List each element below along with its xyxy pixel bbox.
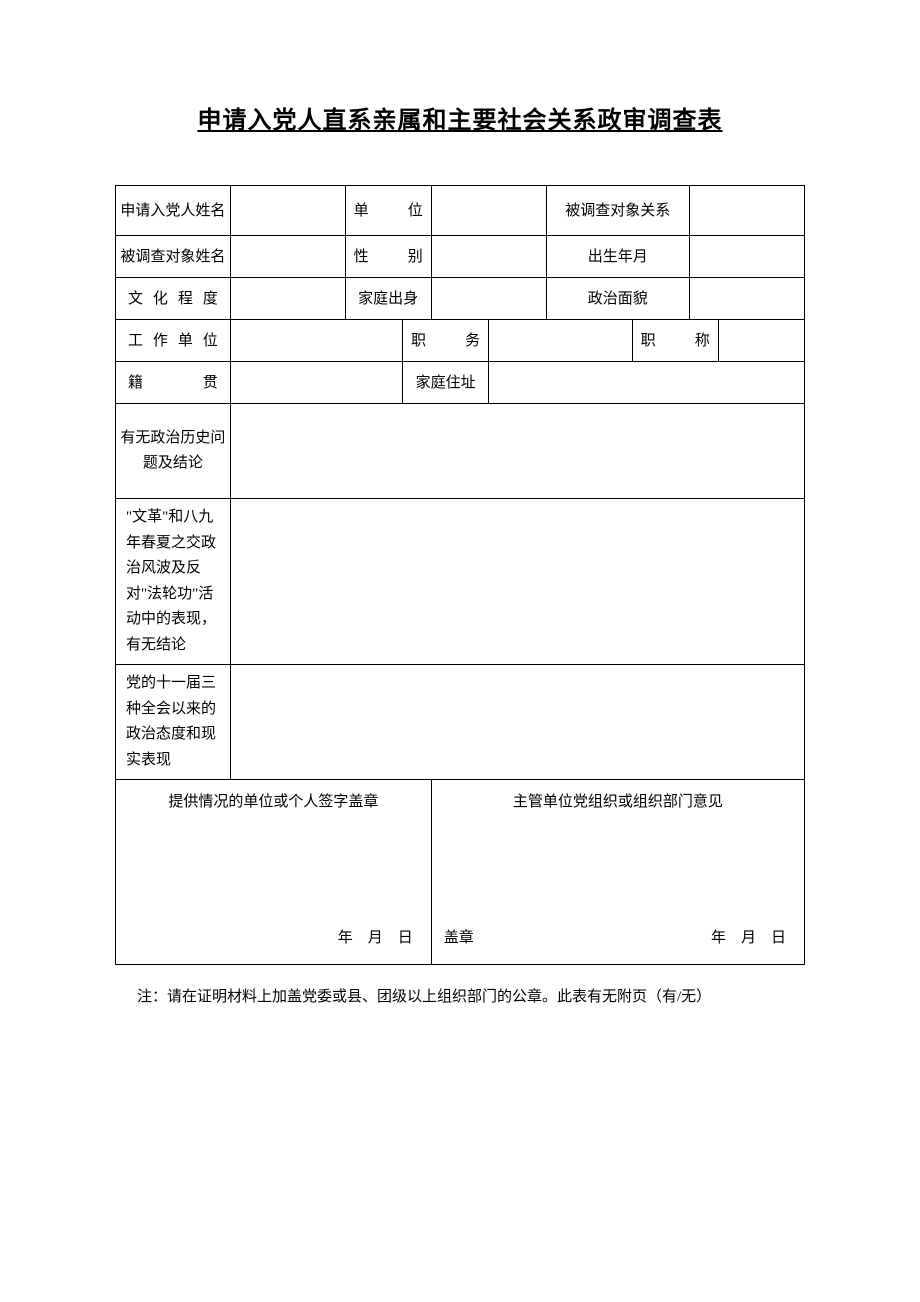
provider-signature-cell: 提供情况的单位或个人签字盖章 年 月 日 xyxy=(116,780,432,965)
value-applicant-name xyxy=(230,186,345,236)
label-family-origin: 家庭出身 xyxy=(345,278,431,320)
value-political xyxy=(690,278,805,320)
label-subject-name: 被调查对象姓名 xyxy=(116,236,231,278)
value-eleventh xyxy=(230,665,804,780)
label-provider-sig: 提供情况的单位或个人签字盖章 xyxy=(116,780,431,814)
value-history-issue xyxy=(230,404,804,499)
value-education xyxy=(230,278,345,320)
value-unit xyxy=(431,186,546,236)
label-applicant-name: 申请入党人姓名 xyxy=(116,186,231,236)
value-subject-name xyxy=(230,236,345,278)
value-position xyxy=(489,320,633,362)
value-gender xyxy=(431,236,546,278)
label-position: 职务 xyxy=(403,320,489,362)
supervisor-date-line: 年 月 日 xyxy=(711,926,786,950)
label-relation: 被调查对象关系 xyxy=(546,186,690,236)
form-title: 申请入党人直系亲属和主要社会关系政审调查表 xyxy=(115,100,805,135)
footnote: 注：请在证明材料上加盖党委或县、团级以上组织部门的公章。此表有无附页（有/无） xyxy=(115,985,805,1006)
label-education: 文化程度 xyxy=(116,278,231,320)
value-relation xyxy=(690,186,805,236)
label-work-unit: 工作单位 xyxy=(116,320,231,362)
value-family-origin xyxy=(431,278,546,320)
label-cultural-rev: "文革"和八九年春夏之交政治风波及反对"法轮功"活动中的表现，有无结论 xyxy=(116,499,231,665)
value-cultural-rev xyxy=(230,499,804,665)
supervisor-opinion-cell: 主管单位党组织或组织部门意见 盖章 年 月 日 xyxy=(431,780,804,965)
value-home-address xyxy=(489,362,805,404)
label-eleventh: 党的十一届三种全会以来的政治态度和现实表现 xyxy=(116,665,231,780)
label-political: 政治面貌 xyxy=(546,278,690,320)
label-supervisor-opinion: 主管单位党组织或组织部门意见 xyxy=(432,780,804,814)
label-native-place: 籍贯 xyxy=(116,362,231,404)
label-home-address: 家庭住址 xyxy=(403,362,489,404)
stamp-label: 盖章 xyxy=(444,926,474,950)
label-gender: 性别 xyxy=(345,236,431,278)
value-work-unit xyxy=(230,320,402,362)
investigation-form-table: 申请入党人姓名 单位 被调查对象关系 被调查对象姓名 性别 出生年月 文化程度 … xyxy=(115,185,805,965)
label-title-rank: 职称 xyxy=(632,320,718,362)
value-birth xyxy=(690,236,805,278)
provider-date-line: 年 月 日 xyxy=(338,926,413,950)
label-history-issue: 有无政治历史问题及结论 xyxy=(116,404,231,499)
value-title-rank xyxy=(718,320,804,362)
label-birth: 出生年月 xyxy=(546,236,690,278)
value-native-place xyxy=(230,362,402,404)
label-unit: 单位 xyxy=(345,186,431,236)
